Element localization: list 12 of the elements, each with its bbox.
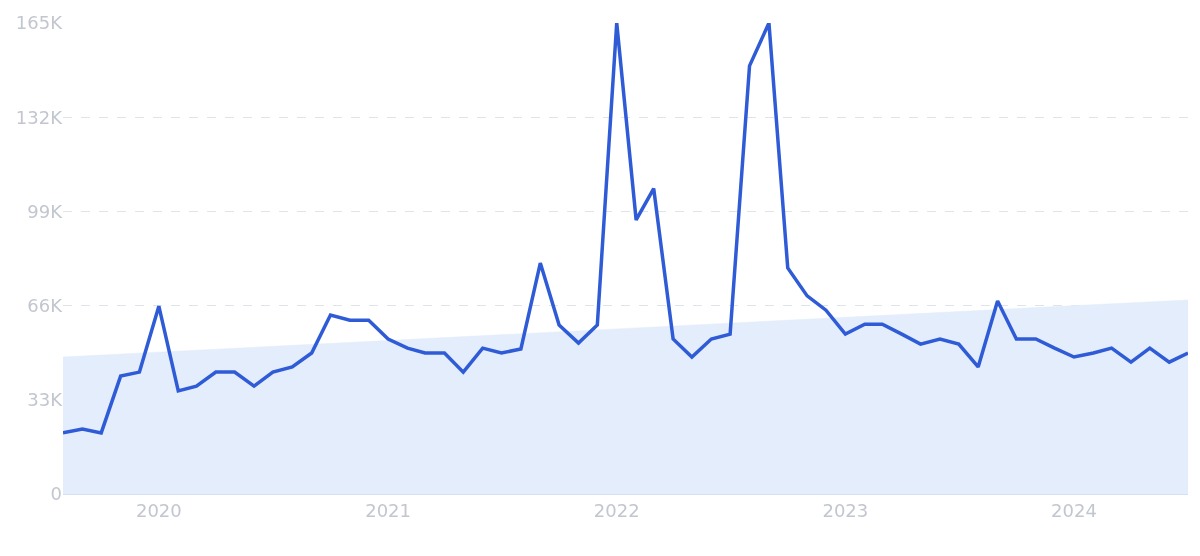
line-series — [63, 23, 1188, 435]
y-tick-label: 99K — [27, 200, 64, 222]
x-tick-label: 2020 — [135, 499, 182, 521]
y-tick-label: 33K — [27, 389, 64, 411]
y-tick-label: 165K — [15, 12, 64, 34]
x-tick-label: 2023 — [822, 499, 869, 521]
y-tick-label: 132K — [15, 106, 64, 128]
y-tick-label: 0 — [50, 483, 62, 505]
x-tick-label: 2022 — [593, 499, 640, 521]
y-tick-label: 66K — [27, 294, 64, 316]
x-tick-label: 2024 — [1051, 499, 1097, 521]
x-tick-label: 2021 — [365, 499, 412, 521]
